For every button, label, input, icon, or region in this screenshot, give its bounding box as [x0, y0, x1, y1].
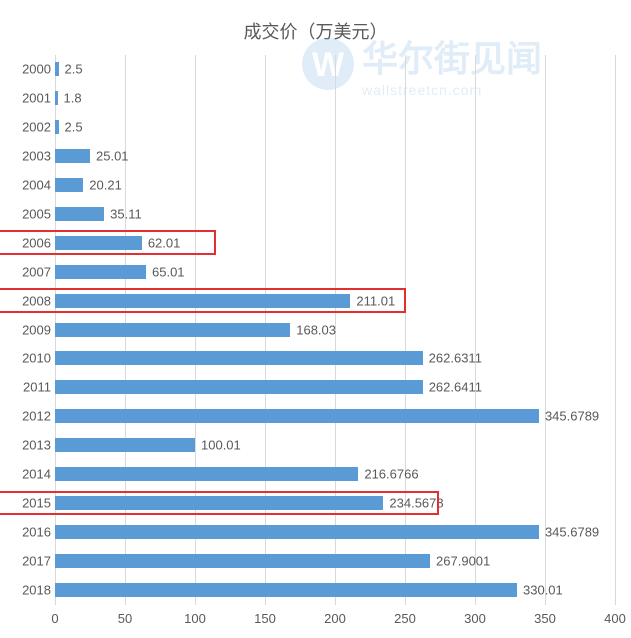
- bar: [55, 380, 423, 394]
- x-tick-label: 400: [604, 611, 626, 626]
- y-axis-label: 2009: [13, 322, 51, 337]
- bar-value-label: 100.01: [201, 438, 241, 453]
- bar: [55, 91, 58, 105]
- y-axis-label: 2007: [13, 264, 51, 279]
- bar-value-label: 330.01: [523, 582, 563, 597]
- bar: [55, 62, 59, 76]
- bar: [55, 178, 83, 192]
- bar: [55, 438, 195, 452]
- chart-container: 成交价（万美元） W 华尔街见闻 wallstreetcn.com 050100…: [0, 0, 631, 638]
- bar-value-label: 211.01: [356, 293, 395, 308]
- y-axis-label: 2016: [13, 524, 51, 539]
- grid-line: [405, 55, 406, 605]
- bar: [55, 149, 90, 163]
- bar: [55, 583, 517, 597]
- bar-value-label: 168.03: [296, 322, 336, 337]
- bar-value-label: 25.01: [96, 149, 129, 164]
- bar: [55, 120, 59, 134]
- bar-value-label: 65.01: [152, 264, 185, 279]
- bar-value-label: 262.6311: [429, 351, 482, 366]
- y-axis-label: 2000: [13, 62, 51, 77]
- bar-value-label: 234.5678: [389, 495, 443, 510]
- bar-value-label: 2.5: [65, 62, 83, 77]
- y-axis-label: 2010: [13, 351, 51, 366]
- y-axis-label: 2012: [13, 409, 51, 424]
- bar-value-label: 62.01: [148, 235, 181, 250]
- y-axis-label: 2003: [13, 149, 51, 164]
- bar: [55, 467, 358, 481]
- y-axis-label: 2004: [13, 178, 51, 193]
- bar: [55, 351, 423, 365]
- x-tick-label: 250: [394, 611, 416, 626]
- x-tick-label: 300: [464, 611, 486, 626]
- y-axis-label: 2017: [13, 553, 51, 568]
- bar-value-label: 267.9001: [436, 553, 490, 568]
- y-axis-label: 2005: [13, 206, 51, 221]
- y-axis-label: 2018: [13, 582, 51, 597]
- bar: [55, 496, 383, 510]
- y-axis-label: 2014: [13, 467, 51, 482]
- bar-value-label: 262.6411: [429, 380, 482, 395]
- bar-value-label: 1.8: [64, 91, 82, 106]
- chart-title: 成交价（万美元）: [0, 18, 631, 44]
- bar: [55, 409, 539, 423]
- bar: [55, 525, 539, 539]
- bar-value-label: 2.5: [65, 120, 83, 135]
- x-tick-label: 350: [534, 611, 556, 626]
- bar: [55, 294, 350, 308]
- bar-value-label: 20.21: [89, 178, 122, 193]
- grid-line: [545, 55, 546, 605]
- y-axis-label: 2013: [13, 438, 51, 453]
- y-axis-label: 2011: [13, 380, 51, 395]
- y-axis-label: 2001: [13, 91, 51, 106]
- y-axis-label: 2002: [13, 120, 51, 135]
- bar-value-label: 35.11: [110, 206, 142, 221]
- bar: [55, 323, 290, 337]
- x-tick-label: 150: [254, 611, 276, 626]
- y-axis-label: 2015: [13, 495, 51, 510]
- bar: [55, 236, 142, 250]
- bar-value-label: 216.6766: [364, 467, 418, 482]
- bar: [55, 554, 430, 568]
- y-axis-label: 2008: [13, 293, 51, 308]
- y-axis-label: 2006: [13, 235, 51, 250]
- grid-line: [475, 55, 476, 605]
- x-tick-label: 0: [51, 611, 58, 626]
- plot-area: 05010015020025030035040020002.520011.820…: [55, 55, 615, 635]
- bar-value-label: 345.6789: [545, 524, 599, 539]
- grid-line: [615, 55, 616, 605]
- x-tick-label: 50: [118, 611, 132, 626]
- bar: [55, 265, 146, 279]
- x-tick-label: 200: [324, 611, 346, 626]
- bar: [55, 207, 104, 221]
- x-tick-label: 100: [184, 611, 206, 626]
- chart-title-text: 成交价（万美元）: [244, 22, 388, 42]
- bar-value-label: 345.6789: [545, 409, 599, 424]
